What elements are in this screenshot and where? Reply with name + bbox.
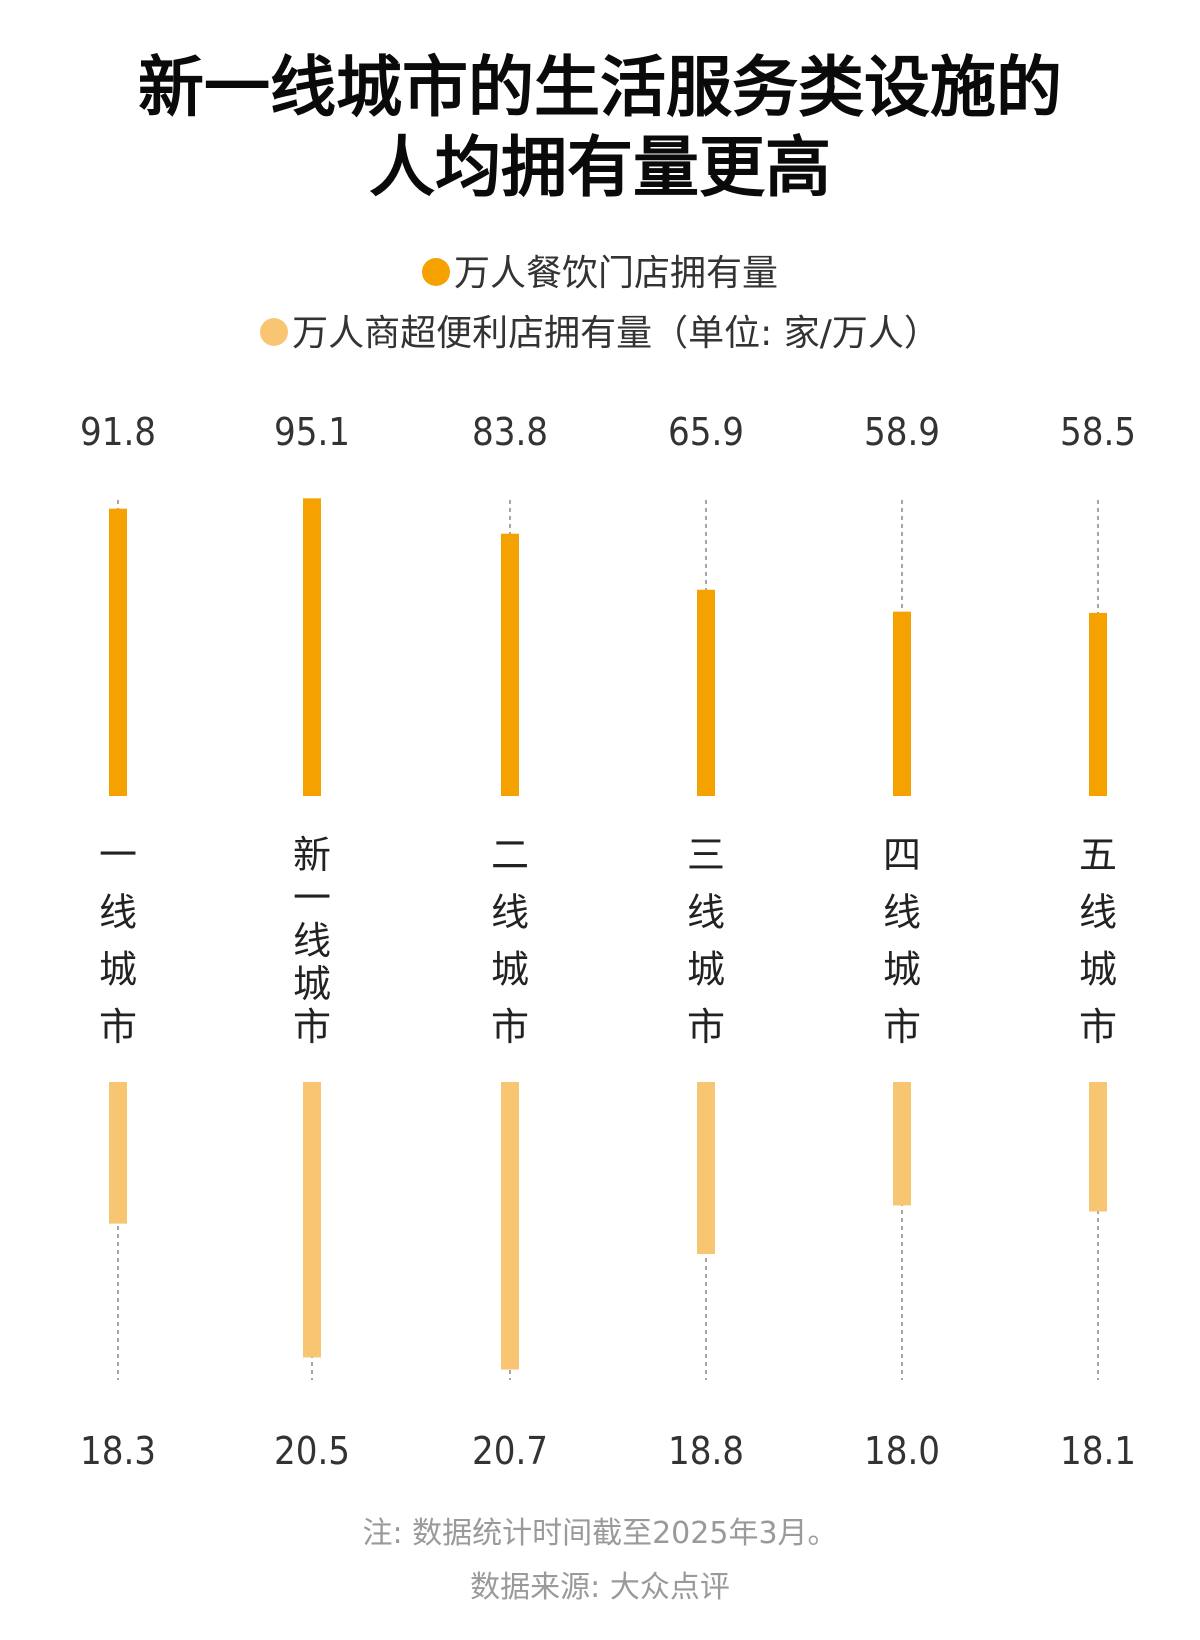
restaurant-value-label: 58.9 bbox=[864, 410, 940, 454]
restaurant-bar bbox=[697, 589, 715, 796]
chart-title-line-1: 新一线城市的生活服务类设施的 bbox=[138, 49, 1062, 126]
restaurant-bar bbox=[109, 508, 127, 796]
category-label: 一线城市 bbox=[99, 833, 137, 1049]
legend-item-supermarket: 万人商超便利店拥有量（单位: 家/万人） bbox=[0, 312, 1200, 356]
legend-swatch-restaurant bbox=[421, 258, 450, 286]
restaurant-bar bbox=[893, 611, 911, 796]
supermarket-bar bbox=[893, 1082, 911, 1206]
restaurant-value-label: 83.8 bbox=[472, 410, 548, 454]
supermarket-value-label: 20.7 bbox=[472, 1429, 548, 1473]
supermarket-bar bbox=[501, 1082, 519, 1370]
legend-label-restaurant: 万人餐饮门店拥有量 bbox=[453, 253, 778, 294]
restaurant-bar bbox=[303, 498, 321, 796]
restaurant-value-label: 65.9 bbox=[668, 410, 744, 454]
legend-label-supermarket: 万人商超便利店拥有量（单位: 家/万人） bbox=[292, 313, 940, 354]
category-label: 新一线城市 bbox=[293, 833, 331, 1049]
supermarket-value-label: 20.5 bbox=[274, 1429, 350, 1473]
restaurant-value-label: 91.8 bbox=[80, 410, 156, 454]
supermarket-value-label: 18.8 bbox=[668, 1429, 744, 1473]
supermarket-value-label: 18.3 bbox=[80, 1429, 156, 1473]
supermarket-bar bbox=[303, 1082, 321, 1358]
restaurant-bar bbox=[501, 533, 519, 796]
footnote: 注: 数据统计时间截至2025年3月。 bbox=[362, 1516, 838, 1551]
restaurant-value-label: 58.5 bbox=[1060, 410, 1136, 454]
restaurant-bar bbox=[1089, 612, 1107, 796]
category-label: 五线城市 bbox=[1079, 833, 1117, 1049]
category-label: 三线城市 bbox=[687, 833, 725, 1049]
category-label: 四线城市 bbox=[883, 833, 921, 1049]
supermarket-bar bbox=[109, 1082, 127, 1224]
chart-title: 新一线城市的生活服务类设施的 人均拥有量更高 bbox=[0, 48, 1200, 208]
restaurant-value-label: 95.1 bbox=[274, 410, 350, 454]
supermarket-bar bbox=[1089, 1082, 1107, 1212]
supermarket-value-label: 18.0 bbox=[864, 1429, 940, 1473]
data-source: 数据来源: 大众点评 bbox=[470, 1570, 730, 1605]
supermarket-bar bbox=[697, 1082, 715, 1255]
category-label: 二线城市 bbox=[491, 833, 529, 1049]
legend-swatch-supermarket bbox=[260, 318, 289, 346]
supermarket-value-label: 18.1 bbox=[1060, 1429, 1136, 1473]
legend-item-restaurant: 万人餐饮门店拥有量 bbox=[0, 252, 1200, 296]
chart-title-line-2: 人均拥有量更高 bbox=[369, 129, 831, 206]
